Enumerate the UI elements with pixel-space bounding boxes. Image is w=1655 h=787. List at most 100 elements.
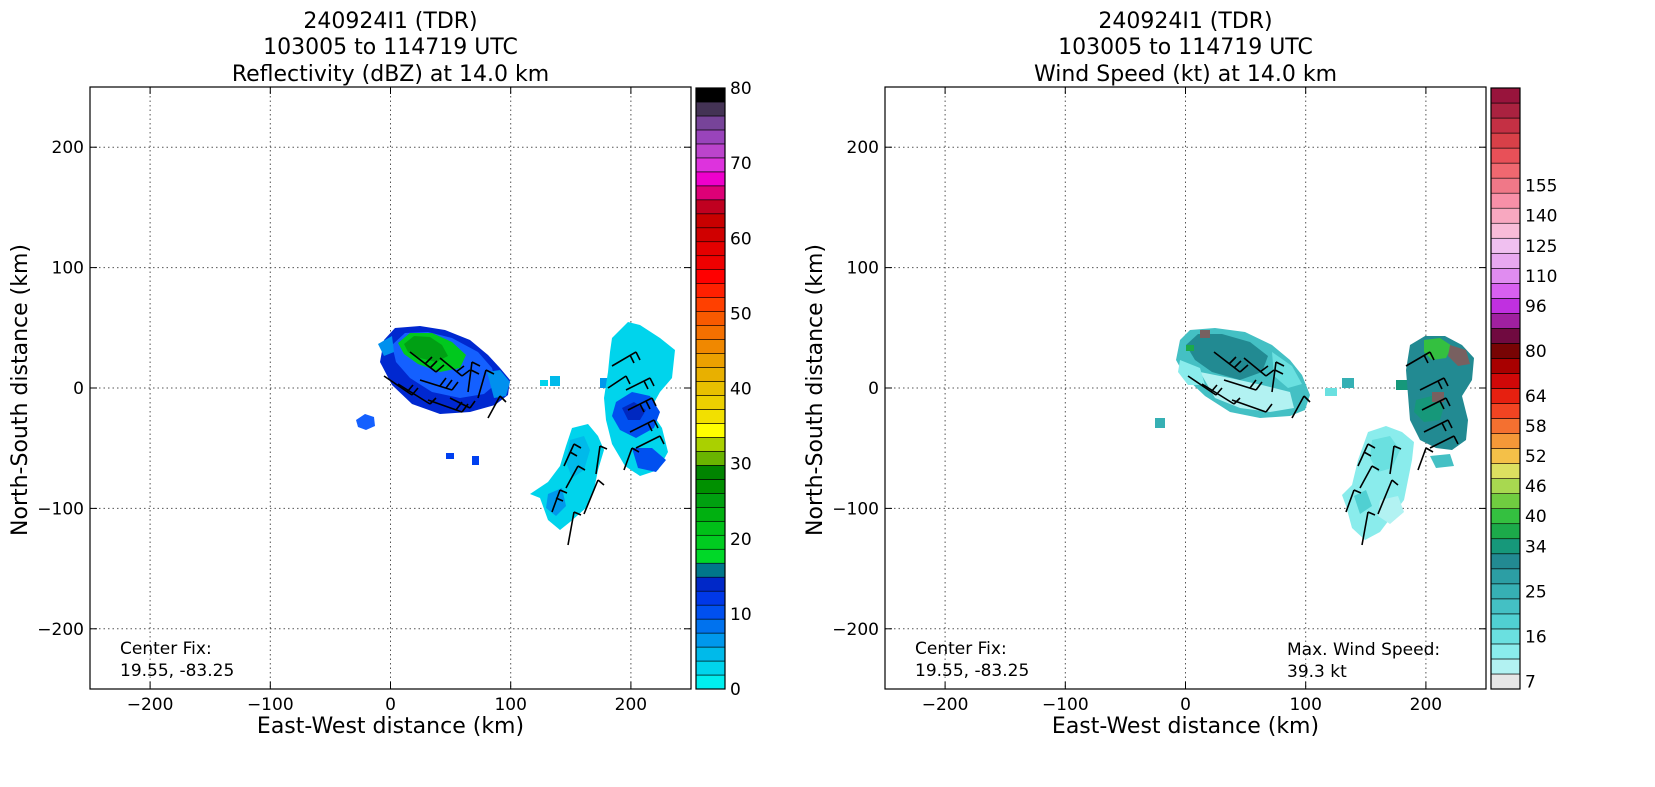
reflectivity-y-tick-label: −100	[37, 499, 84, 519]
wind-colorbar-swatch	[1490, 283, 1521, 299]
reflectivity-colorbar-swatch	[695, 451, 726, 466]
wind-colorbar-swatch	[1490, 373, 1521, 389]
reflectivity-colorbar-swatch	[695, 101, 726, 117]
wind-colorbar-tick-label: 40	[1525, 507, 1547, 527]
wind-colorbar-tick-label: 25	[1525, 582, 1547, 602]
reflectivity-colorbar-swatch	[695, 632, 726, 648]
wind-colorbar-swatch	[1490, 628, 1521, 645]
reflectivity-center-fix-value: 19.55, -83.25	[120, 661, 234, 681]
wind-gridlines	[885, 87, 1486, 689]
wind-colorbar-tick-label: 58	[1525, 417, 1547, 437]
reflectivity-southern-band	[530, 424, 604, 530]
reflectivity-x-tick-label: 100	[494, 695, 526, 715]
wind-x-tick-label: 0	[1180, 695, 1191, 715]
wind-y-axis-label: North-South distance (km)	[803, 244, 828, 536]
wind-colorbar-swatch	[1490, 538, 1521, 555]
wind-colorbar-tick-label: 16	[1525, 627, 1547, 647]
reflectivity-colorbar-swatch	[695, 297, 726, 312]
reflectivity-colorbar-swatch	[695, 87, 726, 103]
wind-colorbar-swatch	[1490, 553, 1521, 570]
wind-colorbar-tick-label: 7	[1525, 672, 1536, 692]
reflectivity-x-tick-label: 200	[615, 695, 647, 715]
reflectivity-colorbar-swatch	[695, 129, 726, 145]
reflectivity-y-tick-label: −200	[37, 620, 84, 640]
wind-colorbar-swatch	[1490, 252, 1521, 269]
wind-y-tick-label: 0	[868, 379, 879, 399]
reflectivity-colorbar-tick-label: 0	[730, 680, 741, 700]
reflectivity-colorbar-swatch	[695, 311, 726, 326]
wind-center-fix-label: Center Fix:	[915, 639, 1007, 659]
wind-colorbar-swatch	[1490, 658, 1521, 675]
wind-center-fix-value: 19.55, -83.25	[915, 661, 1029, 681]
wind-colorbar: 7 16 25 34 40 46 52 58 64 80 96 110 125 140 155	[1490, 87, 1557, 692]
reflectivity-colorbar-swatch	[695, 185, 726, 201]
reflectivity-colorbar-swatch	[695, 520, 726, 536]
reflectivity-colorbar-swatch	[695, 548, 726, 564]
reflectivity-title-line-1: 240924I1 (TDR)	[303, 9, 477, 34]
wind-colorbar-swatch	[1490, 598, 1521, 615]
reflectivity-colorbar-swatch	[695, 143, 726, 159]
wind-colorbar-swatch	[1490, 87, 1521, 104]
wind-colorbar-swatch	[1490, 177, 1521, 194]
reflectivity-colorbar-swatch	[695, 213, 726, 229]
reflectivity-center-fix-label: Center Fix:	[120, 639, 212, 659]
wind-colorbar-tick-label: 52	[1525, 447, 1547, 467]
wind-colorbar-swatch	[1490, 162, 1521, 179]
reflectivity-colorbar-swatch	[695, 227, 726, 243]
wind-wind-barbs	[1187, 351, 1459, 546]
reflectivity-colorbar-swatch	[695, 423, 726, 438]
reflectivity-colorbar-swatch	[695, 255, 726, 270]
wind-colorbar-tick-label: 140	[1525, 207, 1557, 227]
wind-colorbar-tick-label: 155	[1525, 177, 1557, 197]
reflectivity-colorbar-swatch	[695, 353, 726, 368]
wind-colorbar-swatch	[1490, 328, 1521, 344]
wind-colorbar-swatch	[1490, 192, 1521, 209]
wind-colorbar-swatch	[1490, 613, 1521, 630]
reflectivity-y-tick-label: 200	[52, 138, 84, 158]
wind-colorbar-tick-label: 110	[1525, 267, 1557, 287]
wind-speed-panel: 240924I1 (TDR) 103005 to 114719 UTC Wind…	[803, 9, 1557, 739]
wind-colorbar-swatch	[1490, 523, 1521, 540]
reflectivity-x-tick-label: −100	[247, 695, 294, 715]
wind-colorbar-swatch	[1490, 358, 1521, 374]
reflectivity-axis-ticks: −200 −100 0 100 200 −200 −100 0 100 200	[37, 87, 691, 715]
reflectivity-colorbar-tick-label: 70	[730, 154, 752, 174]
wind-colorbar-tick-label: 96	[1525, 297, 1547, 317]
reflectivity-colorbar-tick-label: 60	[730, 229, 752, 249]
reflectivity-colorbar-swatch	[695, 325, 726, 340]
wind-colorbar-swatch	[1490, 403, 1521, 419]
reflectivity-colorbar-swatch	[695, 171, 726, 187]
wind-colorbar-swatch	[1490, 433, 1521, 449]
reflectivity-colorbar-swatch	[695, 493, 726, 508]
reflectivity-colorbar-swatch	[695, 618, 726, 634]
reflectivity-colorbar-swatch	[695, 590, 726, 606]
reflectivity-colorbar-swatch	[695, 241, 726, 257]
reflectivity-colorbar-tick-label: 20	[730, 530, 752, 550]
wind-x-tick-label: −100	[1042, 695, 1089, 715]
wind-title-line-3: Wind Speed (kt) at 14.0 km	[1034, 62, 1337, 87]
wind-colorbar-tick-label: 46	[1525, 477, 1547, 497]
wind-colorbar-swatch	[1490, 388, 1521, 404]
reflectivity-y-axis-label: North-South distance (km)	[8, 244, 33, 536]
wind-x-tick-label: −200	[922, 695, 969, 715]
reflectivity-eastern-band	[604, 322, 675, 476]
wind-colorbar-swatch	[1490, 102, 1521, 119]
reflectivity-colorbar-tick-label: 80	[730, 79, 752, 99]
wind-colorbar-swatch	[1490, 568, 1521, 585]
wind-colorbar-swatch	[1490, 222, 1521, 239]
wind-colorbar-swatch	[1490, 478, 1521, 494]
wind-colorbar-swatch	[1490, 147, 1521, 164]
wind-colorbar-swatch	[1490, 673, 1521, 690]
reflectivity-title-line-2: 103005 to 114719 UTC	[263, 35, 518, 60]
wind-colorbar-tick-label: 125	[1525, 237, 1557, 257]
reflectivity-gridlines	[90, 87, 691, 689]
wind-title-line-2: 103005 to 114719 UTC	[1058, 35, 1313, 60]
wind-x-tick-label: 100	[1289, 695, 1321, 715]
wind-y-tick-label: 200	[847, 138, 879, 158]
reflectivity-colorbar-swatch	[695, 367, 726, 382]
reflectivity-colorbar-tick-label: 40	[730, 380, 752, 400]
reflectivity-colorbar: 0 10 20 30 40 50 60 70 80	[695, 79, 752, 700]
reflectivity-colorbar-frame	[695, 87, 726, 690]
reflectivity-data-field	[356, 322, 675, 546]
